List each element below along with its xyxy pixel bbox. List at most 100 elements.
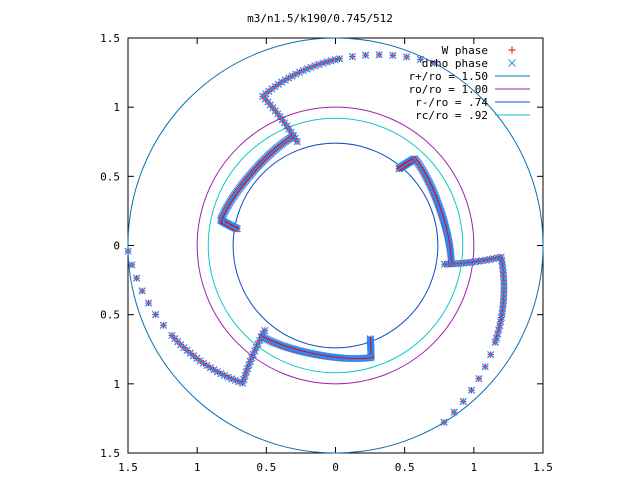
data-point <box>481 363 489 371</box>
data-point <box>361 51 370 59</box>
drho-phase-mark <box>168 331 176 340</box>
drho-phase-mark <box>303 65 311 73</box>
data-point <box>440 418 448 426</box>
axis-ticks: 1.5 1 0.5 0 0.5 1 1.51.510.500.511.5 <box>100 32 553 474</box>
data-point <box>151 310 160 319</box>
drho-phase-mark <box>491 338 499 346</box>
reference-circles <box>127 37 544 454</box>
drho-phase-mark <box>498 257 506 265</box>
drho-phase-mark <box>323 58 331 66</box>
drho-phase-mark <box>287 128 295 136</box>
drho-phase-mark <box>231 376 240 385</box>
drho-phase-mark <box>432 194 440 203</box>
data-point <box>467 386 476 394</box>
drho-phase-mark <box>228 375 236 383</box>
drho-phase-mark <box>431 193 440 201</box>
data-point <box>475 374 483 383</box>
legend-marker <box>508 59 516 67</box>
drho-phase-mark <box>151 310 160 319</box>
legend-label: r+/ro = 1.50 <box>409 70 488 83</box>
drho-phase-mark <box>348 52 357 61</box>
y-tick-label: 0 <box>113 240 120 253</box>
drho-phase-mark <box>224 373 232 381</box>
data-point <box>315 60 323 69</box>
drho-phase-mark <box>435 204 444 212</box>
legend-label: ro/ro = 1.00 <box>409 83 488 96</box>
drho-phase-mark <box>433 196 441 204</box>
drho-phase-mark <box>235 378 243 386</box>
drho-phase-mark <box>138 287 146 295</box>
y-tick-label: 1.5 <box>100 447 120 460</box>
drho-phase-mark <box>327 57 335 65</box>
drho-phase-mark <box>159 321 168 329</box>
drho-phase-mark <box>293 138 301 146</box>
y-tick-label: 0.5 <box>100 309 120 322</box>
data-point <box>128 261 136 269</box>
drho-phase-mark <box>433 198 442 206</box>
ref-circle <box>196 106 475 385</box>
data-point <box>459 397 467 406</box>
y-tick-label: 1 <box>113 101 120 114</box>
data-point <box>416 55 425 64</box>
drho-phase-mark <box>199 359 208 367</box>
drho-phase-mark <box>430 190 438 198</box>
drho-phase-mark <box>487 350 495 359</box>
chart-title: m3/n1.5/k190/0.745/512 <box>247 12 393 25</box>
drho-phase-mark <box>437 209 445 217</box>
data-point <box>307 63 315 72</box>
ref-circle <box>127 37 544 454</box>
drho-phase-mark <box>361 51 370 59</box>
drho-phase-mark <box>307 63 315 72</box>
data-point <box>335 55 344 63</box>
drho-phase-mark <box>285 125 293 133</box>
y-tick-label: 1 <box>113 378 120 391</box>
drho-phase-mark <box>311 62 319 70</box>
legend-label: W phase <box>442 44 488 57</box>
drho-phase-mark <box>416 55 425 64</box>
data-point <box>124 247 132 255</box>
x-tick-label: 0.5 <box>395 461 415 474</box>
data-point <box>132 274 141 282</box>
data-point <box>491 338 499 346</box>
drho-phase-mark <box>375 51 383 59</box>
drho-phase-mark <box>497 253 505 261</box>
data-point <box>159 321 168 329</box>
drho-phase-mark <box>475 374 483 383</box>
data-point <box>389 51 397 60</box>
y-tick-label: 0.5 <box>100 170 120 183</box>
drho-phase-mark <box>436 205 444 214</box>
drho-phase-mark <box>389 51 397 60</box>
data-point <box>487 350 495 359</box>
legend-label: drho phase <box>422 57 488 70</box>
data-point <box>495 326 503 334</box>
drho-phase-mark <box>430 59 438 67</box>
drho-phase-mark <box>335 55 344 63</box>
data-point <box>319 59 327 67</box>
x-tick-label: 1 <box>194 461 201 474</box>
data-point <box>144 299 153 307</box>
drho-phase-mark <box>431 191 439 200</box>
drho-phase-mark <box>438 210 446 219</box>
drho-phase-mark <box>210 366 218 374</box>
y-tick-label: 1.5 <box>100 32 120 45</box>
ref-circle <box>207 117 464 374</box>
drho-phase-mark <box>495 326 503 334</box>
x-tick-label: 1.5 <box>533 461 553 474</box>
data-point <box>168 331 176 340</box>
legend-label: rc/ro = .92 <box>415 109 488 122</box>
drho-phase-mark <box>481 363 489 371</box>
phase-points <box>124 51 508 426</box>
data-point <box>430 59 438 67</box>
drho-phase-mark <box>213 368 222 376</box>
x-tick-label: 0 <box>332 461 339 474</box>
drho-phase-mark <box>206 364 215 372</box>
drho-phase-mark <box>402 53 411 61</box>
drho-phase-mark <box>203 361 211 370</box>
data-point <box>138 287 146 295</box>
drho-phase-mark <box>315 60 323 69</box>
data-point <box>375 51 383 59</box>
drho-phase-mark <box>459 397 467 406</box>
drho-phase-mark <box>271 339 279 347</box>
drho-phase-mark <box>128 261 136 269</box>
